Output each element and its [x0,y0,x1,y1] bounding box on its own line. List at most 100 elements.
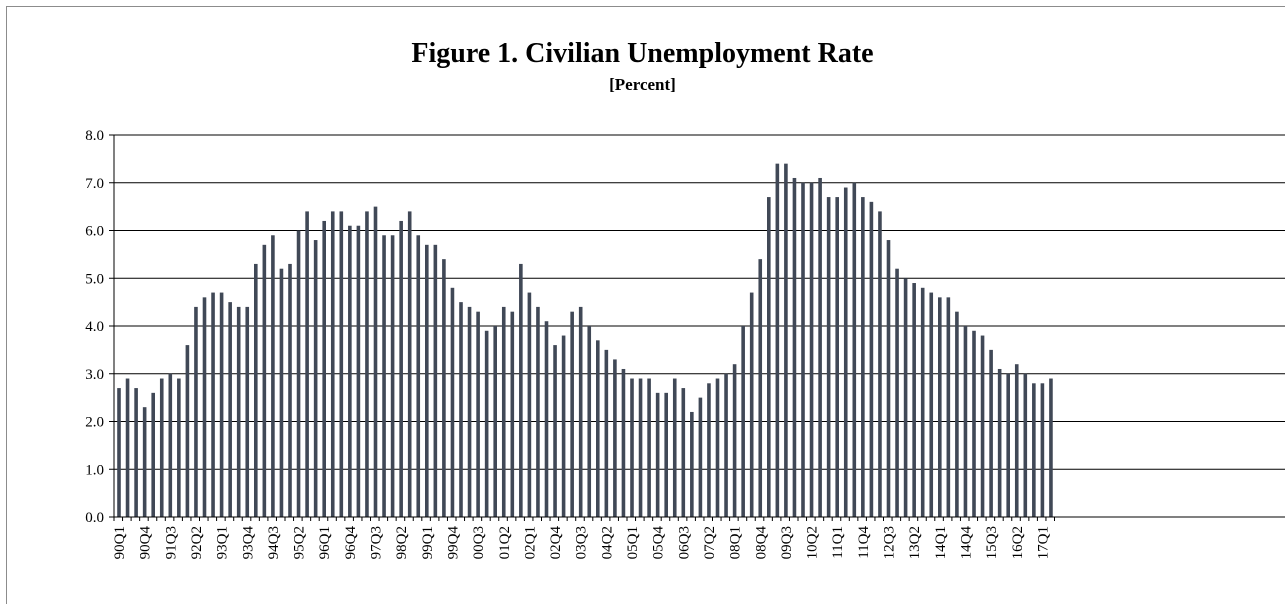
x-tick-label: 08Q4 [753,526,769,560]
x-tick-label: 02Q1 [522,526,538,559]
x-tick-label: 05Q1 [625,526,641,559]
bar [177,378,181,517]
bar [390,235,395,517]
bar [330,211,335,517]
x-tick-label: 05Q4 [651,526,667,560]
bar [955,311,959,517]
bar [168,373,173,517]
bar [185,345,190,517]
x-tick-label: 90Q4 [138,526,154,560]
y-tick-label: 6.0 [85,224,104,240]
x-tick-label: 11Q4 [856,526,872,559]
bar [672,378,677,517]
x-tick-label: 96Q1 [317,526,333,559]
bar [963,326,968,517]
x-tick-label: 06Q3 [676,526,692,559]
bar [425,244,429,517]
bar [501,306,506,517]
bar [322,220,326,517]
bar [801,182,805,517]
x-tick-label: 01Q2 [497,526,513,559]
bar [775,163,780,517]
bar [826,197,831,517]
x-tick-label: 10Q2 [805,526,821,559]
x-tick-label: 93Q1 [215,526,231,559]
bar [630,378,634,517]
bar [604,349,609,517]
x-tick-label: 91Q3 [163,526,179,559]
bar [1049,378,1053,517]
bar [989,349,993,517]
bar [818,177,822,517]
x-tick-label: 17Q1 [1035,526,1051,559]
y-tick-label: 0.0 [85,510,104,526]
bar [399,220,403,517]
bar [655,392,660,517]
bar [929,292,934,517]
bar [544,321,549,517]
bar [946,297,951,517]
bar [938,297,942,517]
bar [638,378,643,517]
y-tick-label: 7.0 [85,176,104,192]
bar [348,225,352,517]
bar [211,292,215,517]
bar [442,259,446,517]
x-tick-label: 13Q2 [907,526,923,559]
bar [484,330,489,517]
bar [296,230,301,517]
x-tick-label: 15Q3 [984,526,1000,559]
bar [732,364,737,517]
bar [228,302,232,517]
x-tick-label: 92Q2 [189,526,205,559]
bar [784,163,788,517]
bar [861,197,865,517]
x-tick-label: 07Q2 [702,526,718,559]
bar [407,211,412,517]
bar [288,263,292,517]
bar [476,311,480,517]
x-tick-label: 93Q4 [240,526,256,560]
bar [519,263,523,517]
x-tick-label: 90Q1 [112,526,128,559]
bar [433,244,438,517]
bar [758,259,763,517]
bar [236,306,241,517]
bar [313,240,318,518]
x-tick-label: 96Q4 [343,526,359,560]
y-tick-labels: 0.0 1.0 2.0 3.0 4.0 5.0 6.0 7.0 8.0 [85,128,104,526]
bar [809,182,814,517]
x-tick-label: 12Q3 [882,526,898,559]
bar [997,368,1002,517]
bar [382,235,386,517]
x-tick-label: 14Q4 [958,526,974,560]
x-tick-label: 02Q4 [548,526,564,560]
bar [553,345,557,517]
bar [416,235,421,517]
bar [527,292,532,517]
bar [142,407,147,517]
y-tick-label: 3.0 [85,367,104,383]
bar [202,297,207,517]
bar [262,244,267,517]
bar [690,411,694,517]
bar [852,182,857,517]
bar [279,268,284,517]
gridlines [114,134,1285,470]
x-tick-label: 14Q1 [933,526,949,559]
bar [1032,383,1036,517]
chart-frame [6,6,1285,604]
y-tick-label: 2.0 [85,415,104,431]
x-tick-label: 16Q2 [1010,526,1026,559]
x-tick-label: 95Q2 [292,526,308,559]
bar [373,206,378,517]
bar [194,306,198,517]
bar [305,211,309,517]
bar [459,302,463,517]
bar [1040,383,1045,517]
bar [869,201,874,517]
bar [510,311,515,517]
y-tick-label: 5.0 [85,271,104,287]
x-tick-label: 04Q2 [599,526,615,559]
bar [741,326,745,517]
